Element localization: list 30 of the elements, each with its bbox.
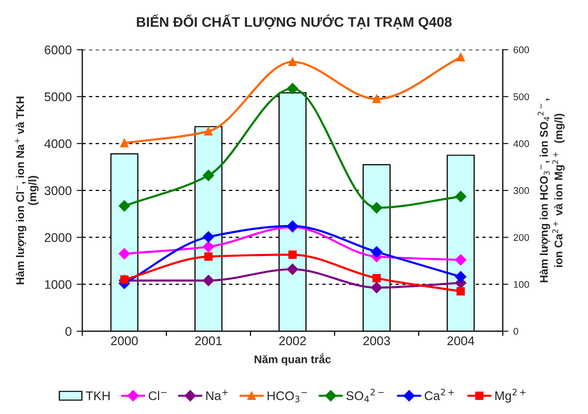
x-tick-label: 2003 [363, 336, 390, 346]
legend-label: Ca$^{2+}$ [424, 388, 454, 400]
y-tick-label: 4000 [44, 139, 72, 148]
y2-tick-label: 400 [513, 140, 529, 148]
chart-title: BIẾN ĐỔI CHẤT LƯỢNG NƯỚC TẠI TRẠM Q408 [136, 14, 452, 30]
legend-label: Mg$^{2+}$ [495, 388, 526, 403]
y2-tick-label: 600 [514, 46, 529, 54]
legend-label: TKH [86, 392, 110, 400]
x-tick-label: 2002 [279, 336, 306, 346]
y-tick-label: 2000 [44, 233, 72, 242]
y2-tick-label: 500 [514, 93, 529, 100]
legend-label: SO$_{4}$$^{2−}$ [346, 388, 384, 402]
x-tick-label: 2004 [447, 336, 474, 346]
legend-label: HCO$_{3}$$^{−}$ [268, 391, 307, 402]
y-tick-label: 0 [65, 327, 72, 336]
y-tick-label: 5000 [44, 92, 72, 102]
text: Hàm lượng ion HCO$_{3}$$^{−}$, ion SO$_{4}$$^{2−}$, ion Ca$^{2+}$ và ion Mg$^{2+}$ (mg/l) [538, 98, 565, 282]
text: Hàm lượng ion Cl$^{−}$, ion Na$^{+}$ và TKH (mg/l) [14, 96, 39, 284]
y-tick-label: 3000 [44, 186, 72, 196]
x-axis-title: Năm quan trắc [254, 353, 331, 366]
legend-label: Na$^{+}$ [206, 390, 228, 400]
y2-tick-label: 100 [514, 281, 529, 288]
y-tick-label: 1000 [45, 280, 72, 289]
legend-label: Cl$^{−}$ [148, 391, 166, 400]
y2-tick-label: 0 [514, 328, 518, 335]
y2-tick-label: 300 [514, 187, 529, 194]
y2-tick-label: 200 [514, 234, 529, 241]
x-tick-label: 2000 [111, 336, 138, 346]
y-tick-label: 6000 [44, 45, 72, 54]
x-tick-label: 2001 [195, 336, 222, 346]
